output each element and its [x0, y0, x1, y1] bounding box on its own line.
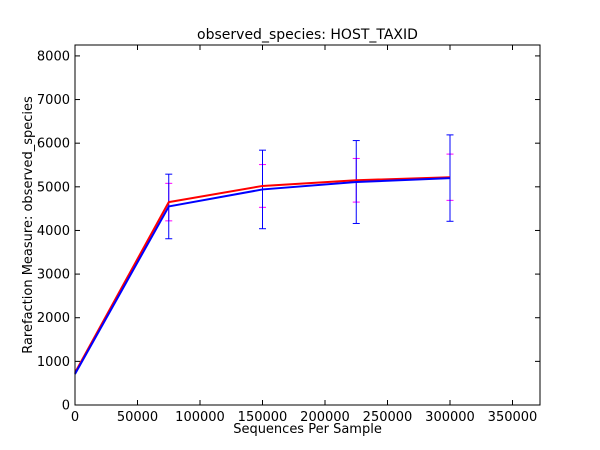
y-tick-label: 6000 — [37, 137, 70, 152]
x-tick-label: 250000 — [363, 410, 413, 425]
series-line-1 — [74, 176, 451, 374]
x-tick-label: 50000 — [117, 410, 158, 425]
chart-title: observed_species: HOST_TAXID — [197, 27, 418, 43]
y-tick-label: 1000 — [37, 355, 70, 370]
y-tick-label: 8000 — [37, 49, 70, 64]
y-tick-label: 0 — [62, 399, 70, 414]
y-tick-label: 2000 — [37, 311, 70, 326]
x-tick-label: 200000 — [300, 410, 350, 425]
plot-frame — [74, 44, 541, 406]
series-line-2 — [74, 177, 451, 375]
x-tick-label: 0 — [71, 410, 79, 425]
y-tick-label: 7000 — [37, 93, 70, 108]
plot-area — [74, 134, 454, 375]
x-axis-label: Sequences Per Sample — [233, 422, 382, 437]
x-tick-label: 300000 — [425, 410, 475, 425]
y-axis-label: Rarefaction Measure: observed_species — [21, 96, 36, 354]
y-tick-label: 5000 — [37, 180, 70, 195]
x-tick-label: 150000 — [238, 410, 288, 425]
y-tick-label: 3000 — [37, 268, 70, 283]
axis-ticks: 0 50000 100000 150000 200000 250000 300000 3500… — [37, 45, 540, 425]
y-tick-label: 4000 — [37, 224, 70, 239]
x-tick-label: 100000 — [175, 410, 225, 425]
x-tick-label: 350000 — [488, 410, 538, 425]
